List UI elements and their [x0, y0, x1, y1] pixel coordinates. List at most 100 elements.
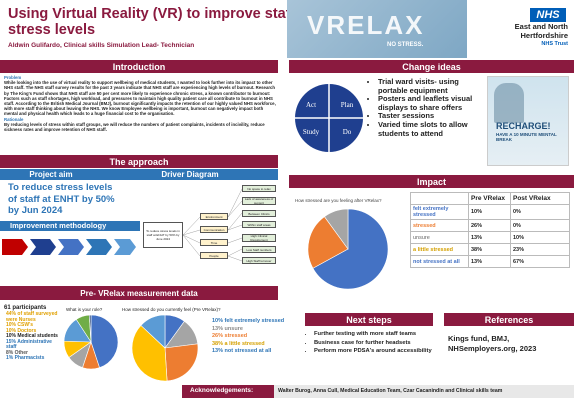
vrelax-logo: VRELAX NO STRESS. [287, 0, 467, 58]
row-label: not stressed at all [410, 255, 469, 268]
stress-legend: 10% felt extremely stressed 13% unsure 2… [212, 318, 302, 356]
list-item: 15% Administrative staff [6, 338, 52, 350]
logo-text: VRELAX [307, 10, 425, 40]
role-pie-chart [63, 314, 119, 370]
improvement-heading: Improvement methodology [0, 221, 140, 231]
row-label: unsure [410, 231, 469, 244]
driver-goal: To reduce stress levels in staff at ENHT… [143, 222, 183, 248]
pie-slice-not-stressed-at-all [312, 208, 389, 290]
driver-primary: Time [200, 239, 228, 246]
project-aim-heading: Project aim [0, 169, 102, 180]
acknowledgements-label: Acknowledgements: [190, 387, 254, 394]
post-value: 0% [510, 219, 570, 232]
list-item: Trial ward visits- using portable equipm… [378, 77, 488, 95]
post-value: 10% [510, 231, 570, 244]
legend-item: 13% unsure [212, 325, 243, 332]
pie-slice-a-little-stressed [307, 216, 349, 269]
row-label: a little stressed [410, 243, 469, 256]
table-row: not stressed at all 13% 67% [410, 255, 570, 268]
pie-slice-unsure [324, 208, 349, 250]
list-item: Varied time slots to allow students to a… [378, 120, 488, 138]
legend-item: 26% stressed [212, 333, 248, 339]
acknowledgements-text: Walter Burog, Anna Cull, Medical Educati… [274, 385, 574, 398]
authors: Aldwin Gulifardo, Clinical skills Simula… [8, 42, 195, 49]
list-item: Taster sessions [378, 112, 488, 121]
driver-secondary: Low Staff numbers [242, 246, 276, 253]
legend-item: 10% felt extremely stressed [212, 318, 285, 324]
participants: 61 participants [4, 305, 47, 311]
change-ideas-heading: Change ideas [289, 60, 574, 73]
trust-name: East and North Hertfordshire NHS Trust [478, 22, 568, 49]
references-heading: References [444, 313, 574, 326]
row-label: felt extremely stressed [410, 204, 469, 220]
post-value: 0% [510, 204, 570, 220]
pie-slice-pharmacists [88, 314, 92, 343]
table-header: Pre VRelax [468, 192, 511, 205]
trust-line: East and North [514, 22, 568, 31]
poster-figure [494, 83, 524, 123]
problem-text: While looking into the use of virtual re… [4, 80, 276, 117]
driver-primary: Environment [200, 213, 228, 220]
role-pie-title: What is your role? [66, 307, 103, 312]
table-row: stressed 26% 0% [410, 219, 570, 232]
rationale-text: By reducing levels of stress within staf… [4, 121, 265, 133]
post-value: 67% [510, 255, 570, 268]
trust-line: NHS Trust [541, 41, 568, 47]
aim-text: To reduce stress levels of staff at ENHT… [8, 182, 115, 216]
post-pie-chart [307, 208, 389, 290]
driver-secondary: Between Clinics [242, 210, 276, 217]
pre-value: 38% [468, 243, 511, 256]
driver-secondary: High Staff turnover [242, 257, 276, 264]
references-text: Kings fund, BMJ, NHSemployers.org, 2023 [448, 334, 537, 353]
introduction-heading: Introduction [0, 60, 278, 73]
pie-slice-stressed [164, 343, 199, 382]
list-item: Further testing with more staff teams [314, 330, 444, 339]
logo-tagline: NO STRESS. [387, 42, 424, 48]
poster-title: RECHARGE! [496, 121, 551, 131]
rationale-label: Rationale [4, 116, 24, 122]
next-steps-list: Further testing with more staff teams Bu… [304, 330, 444, 356]
table-row: felt extremely stressed 10% 0% [410, 204, 570, 220]
driver-secondary: No space to relax [242, 185, 276, 192]
pre-value: 26% [468, 219, 511, 232]
improvement-arrows [2, 239, 136, 255]
pdsa-plan: Plan [341, 101, 354, 109]
change-ideas-list: Trial ward visits- using portable equipm… [368, 77, 488, 138]
list-item: Perform more PDSA's around accessibility [314, 347, 444, 356]
list-item: 44% of staff surveyed were Nurses [6, 311, 58, 323]
recharge-poster: RECHARGE! HAVE A 10 MINUTE MENTAL BREAK [487, 76, 569, 166]
driver-secondary: Lack of awareness of support [242, 197, 276, 205]
pre-value: 13% [468, 231, 511, 244]
pie-slice-nurses [90, 314, 119, 369]
pdsa-study: Study [303, 128, 320, 136]
table-row: unsure 13% 10% [410, 231, 570, 244]
driver-connectors [183, 188, 243, 262]
driver-heading: Driver Diagram [102, 169, 278, 180]
list-item: Posters and leaflets visual displays to … [378, 94, 488, 112]
table-header: Post VRelax [510, 192, 570, 205]
table-row: Pre VRelax Post VRelax [410, 192, 570, 205]
list-item: 10% Medical students [6, 333, 58, 339]
list-item: 10% Doctors [6, 327, 37, 334]
groups-list: 44% of staff surveyed were Nurses 10% CS… [6, 311, 61, 362]
poster-subtitle: HAVE A 10 MINUTE MENTAL BREAK [496, 132, 557, 142]
next-steps-heading: Next steps [305, 313, 433, 326]
pdsa-do: Do [343, 128, 352, 136]
pre-value: 13% [468, 255, 511, 268]
driver-secondary: Within staff areas [242, 221, 276, 228]
pie-slice-not-stressed-at-all [140, 314, 166, 349]
list-item: 10% CSW's [6, 322, 34, 328]
list-item: 8% Other [6, 349, 28, 356]
table-cell [410, 192, 469, 205]
driver-secondary: High Clinical Requirement [242, 234, 276, 242]
nhs-badge: NHS [530, 8, 566, 22]
list-item: Business case for further headsets [314, 339, 444, 348]
stress-pie-title: How stressed do you currently feel (Pre … [122, 307, 221, 312]
pre-data-heading: Pre- VRelax measurement data [0, 286, 278, 300]
driver-primary: People [200, 252, 228, 259]
legend-item: 38% a little stressed [212, 340, 265, 347]
pie-slice-a-little-stressed [131, 324, 168, 382]
stress-pie-chart [131, 314, 199, 382]
post-pie-title: How stressed are you feeling after VRela… [295, 198, 382, 203]
trust-line: Hertfordshire [520, 30, 568, 40]
